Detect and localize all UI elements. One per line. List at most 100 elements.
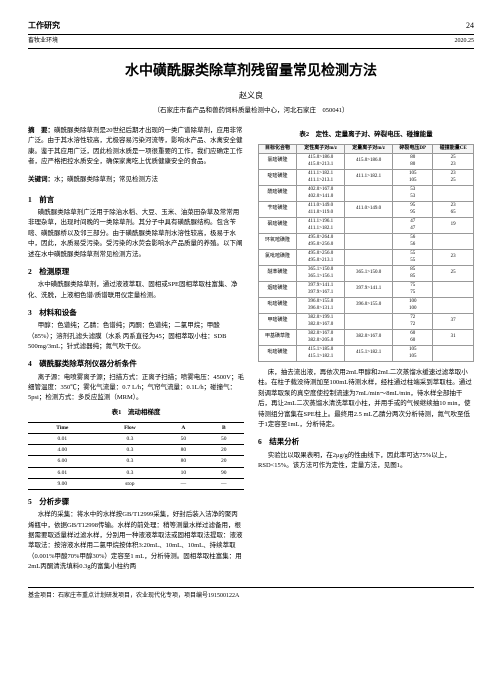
table-cell: 396.0>155.0 396.0>131.1 <box>297 298 345 314</box>
table-cell: 苄嘧磺隆 <box>259 202 297 218</box>
table-cell: 醚苯磺隆 <box>259 266 297 282</box>
table-cell: 100 100 <box>393 298 433 314</box>
section-3-heading: 3 材料和设备 <box>28 307 244 318</box>
table-cell: 56 56 <box>393 234 433 250</box>
table-cell: 80 <box>163 456 203 467</box>
page-number: 24 <box>466 20 474 32</box>
table-cell: 411.1>182.1 <box>345 170 393 186</box>
table-cell: 411.1>196.1 411.1>182.1 <box>297 218 345 234</box>
table-cell: 23 65 <box>433 202 474 218</box>
table-cell: 吡嘧磺隆 <box>259 346 297 362</box>
table-cell: 4.00 <box>28 445 97 456</box>
abstract-block: 摘 要：磺酰脲类除草剂是20世纪后期才出现的一类广谱除草剂，应用非常广泛。由于其… <box>28 126 244 168</box>
section-4-para: 离子源：电喷雾离子源；扫描方式：正离子扫描；喷雾电压：4500V；毛细管温度：3… <box>28 373 244 404</box>
sub-header-left: 畜牧业环境 <box>28 37 58 46</box>
section-5-heading: 5 分析步骤 <box>28 496 244 507</box>
keywords-block: 关键词：水；磺酰脲类除草剂；常见检测方法 <box>28 175 244 185</box>
table-header: Time <box>28 422 97 433</box>
footer-note: 基金项目：石家庄市重点计划研发项目，农业现代化专项，项目编号191500122A <box>28 587 474 601</box>
author: 赵义良 <box>28 90 474 102</box>
table-cell: 396.0>155.0 <box>345 298 393 314</box>
section-5-para-1: 水样的采集：将水中的水样按GB/T12999采集，好封后装入洁净的聚丙烯瓶中，依… <box>28 510 244 572</box>
table-cell: 411.1>182.1 411.1>213.1 <box>297 170 345 186</box>
section-1-para: 磺酰脲类除草剂广泛用于除治水稻、大豆、玉米、油菜田杂草及常常用非理杂草，出现时间… <box>28 208 244 260</box>
header-section: 工作研究 <box>28 20 60 32</box>
table-cell: 72 72 <box>393 314 433 330</box>
section-5-para-2: 床，抽去流出液，再依次用2mL甲醇和2mL二次蒸馏水缓速过滤萃取小柱。在柱子载没… <box>258 368 474 430</box>
table-cell <box>433 282 474 298</box>
table-header: 定性离子对m/z <box>297 144 345 154</box>
table-cell: 397.9>141.1 397.9>167.1 <box>297 282 345 298</box>
table-cell: 382.0>167.0 382.0>205.0 <box>297 330 345 346</box>
table-header: 碰撞能量CE <box>433 144 474 154</box>
table-cell <box>433 346 474 362</box>
table-cell: 411.0>149.0 411.0>119.0 <box>297 202 345 218</box>
table-cell <box>345 234 393 250</box>
table-header: 目标化合物 <box>259 144 297 154</box>
table-cell: 382.0>167.0 <box>345 330 393 346</box>
table-cell <box>345 218 393 234</box>
table-cell: 50 <box>163 433 203 444</box>
table-cell: 80 <box>163 445 203 456</box>
table-cell: stop <box>97 478 164 489</box>
table-cell: 50 <box>204 433 244 444</box>
table-cell: 365.1>150.0 <box>345 266 393 282</box>
table-cell: 411.0>149.0 <box>345 202 393 218</box>
table-cell: 6.00 <box>28 456 97 467</box>
table-cell: 25 23 <box>433 154 474 170</box>
abstract-label: 摘 要： <box>28 127 54 134</box>
table-cell: 495.0>264.0 495.0>256.0 <box>297 234 345 250</box>
table-header: B <box>204 422 244 433</box>
table-cell: 啶嘧磺隆 <box>259 170 297 186</box>
table-cell: 415.1>182.1 <box>345 346 393 362</box>
table-cell: 10 <box>163 467 203 478</box>
table-cell: 烟嘧磺隆 <box>259 282 297 298</box>
table-cell: 9.00 <box>28 478 97 489</box>
table-cell: 365.1>150.0 365.1>156.1 <box>297 266 345 282</box>
table-cell: 95 95 <box>393 202 433 218</box>
section-3-para: 甲醇：色谱纯；乙腈：色谱纯；丙酮：色谱纯；二氯甲烷；甲酸（85%）；溶剂孔滤头滤… <box>28 321 244 352</box>
table-cell <box>433 186 474 202</box>
table-cell: 31 <box>433 330 474 346</box>
table-cell: 47 47 <box>393 218 433 234</box>
section-2-heading: 2 检测原理 <box>28 266 244 277</box>
table-cell: 吡嘧磺隆 <box>259 298 297 314</box>
section-6-heading: 6 结果分析 <box>258 436 474 447</box>
table-cell: 53 53 <box>393 186 433 202</box>
table-cell <box>345 314 393 330</box>
table-cell: 415.0>186.0 415.0>213.1 <box>297 154 345 170</box>
table-cell: 19 <box>433 218 474 234</box>
article-title: 水中磺酰脲类除草剂残留量常见检测方法 <box>28 61 474 82</box>
table-cell: 55 55 <box>393 250 433 266</box>
table-header: Flow <box>97 422 164 433</box>
table-cell: 415.1>185.0 415.1>182.1 <box>297 346 345 362</box>
table-cell: 0.3 <box>97 467 164 478</box>
table-cell: 402.0>167.0 402.0>141.0 <box>297 186 345 202</box>
table-cell: 80 80 <box>393 154 433 170</box>
table-cell: 0.3 <box>97 445 164 456</box>
section-4-heading: 4 磺酰脲类除草剂仪器分析条件 <box>28 358 244 369</box>
table-header: 碎裂电压DP <box>393 144 433 154</box>
table-cell: 37 <box>433 314 474 330</box>
section-1-heading: 1 前言 <box>28 194 244 205</box>
table-cell: 砜嘧磺隆 <box>259 218 297 234</box>
table-cell: 23 <box>433 250 474 266</box>
table-cell: 甲嘧磺隆 <box>259 314 297 330</box>
table-cell: 415.0>186.0 <box>345 154 393 170</box>
table-cell: 20 <box>204 456 244 467</box>
table-cell: 85 85 <box>393 266 433 282</box>
table-cell: 23 25 <box>433 170 474 186</box>
table-cell: — <box>204 478 244 489</box>
table-cell <box>345 186 393 202</box>
abstract-text: 磺酰脲类除草剂是20世纪后期才出现的一类广谱除草剂，应用非常广泛。由于其水溶性较… <box>28 127 243 165</box>
table-cell: 环氧嘧磺隆 <box>259 234 297 250</box>
table-cell: 20 <box>204 445 244 456</box>
table-cell <box>345 250 393 266</box>
table-cell: 0.3 <box>97 456 164 467</box>
table-2: 目标化合物定性离子对m/z定量离子对m/z碎裂电压DP碰撞能量CE 氯嘧磺隆41… <box>258 144 474 363</box>
table-cell: 495.0>256.0 495.0>213.1 <box>297 250 345 266</box>
keywords-label: 关键词： <box>28 176 54 183</box>
table-cell: 105 105 <box>393 170 433 186</box>
section-6-para: 实验比以取果表明，在2μg/g的性曲线下，因此率可达75%以上，RSD<15%。… <box>258 451 474 472</box>
section-2-para: 水中磺酰脲类除草剂，通过液液萃取、固相或SPE固相萃取柱富集、净化、洗脱，上液相… <box>28 280 244 301</box>
